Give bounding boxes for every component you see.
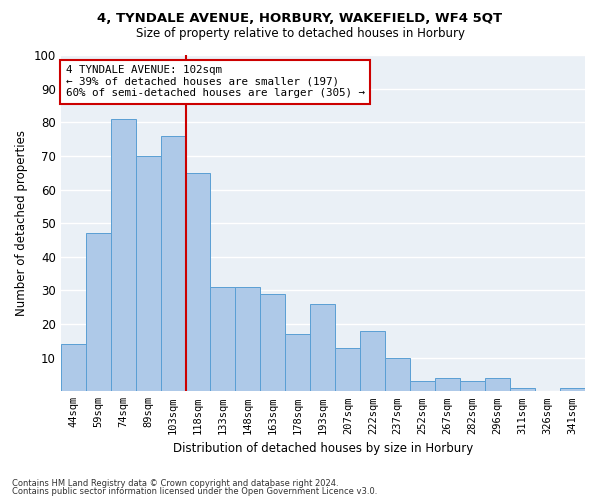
X-axis label: Distribution of detached houses by size in Horbury: Distribution of detached houses by size …: [173, 442, 473, 455]
Bar: [560, 388, 585, 392]
Text: Contains HM Land Registry data © Crown copyright and database right 2024.: Contains HM Land Registry data © Crown c…: [12, 478, 338, 488]
Bar: [410, 381, 435, 392]
Bar: [310, 304, 335, 392]
Bar: [161, 136, 185, 392]
Bar: [435, 378, 460, 392]
Text: 4, TYNDALE AVENUE, HORBURY, WAKEFIELD, WF4 5QT: 4, TYNDALE AVENUE, HORBURY, WAKEFIELD, W…: [97, 12, 503, 26]
Bar: [260, 294, 286, 392]
Bar: [86, 233, 110, 392]
Y-axis label: Number of detached properties: Number of detached properties: [15, 130, 28, 316]
Bar: [235, 287, 260, 392]
Bar: [485, 378, 510, 392]
Bar: [460, 381, 485, 392]
Bar: [185, 172, 211, 392]
Bar: [286, 334, 310, 392]
Bar: [335, 348, 360, 392]
Bar: [136, 156, 161, 392]
Text: 4 TYNDALE AVENUE: 102sqm
← 39% of detached houses are smaller (197)
60% of semi-: 4 TYNDALE AVENUE: 102sqm ← 39% of detach…: [66, 65, 365, 98]
Bar: [211, 287, 235, 392]
Bar: [510, 388, 535, 392]
Bar: [61, 344, 86, 392]
Text: Size of property relative to detached houses in Horbury: Size of property relative to detached ho…: [136, 28, 464, 40]
Bar: [360, 331, 385, 392]
Bar: [385, 358, 410, 392]
Bar: [110, 119, 136, 392]
Text: Contains public sector information licensed under the Open Government Licence v3: Contains public sector information licen…: [12, 487, 377, 496]
